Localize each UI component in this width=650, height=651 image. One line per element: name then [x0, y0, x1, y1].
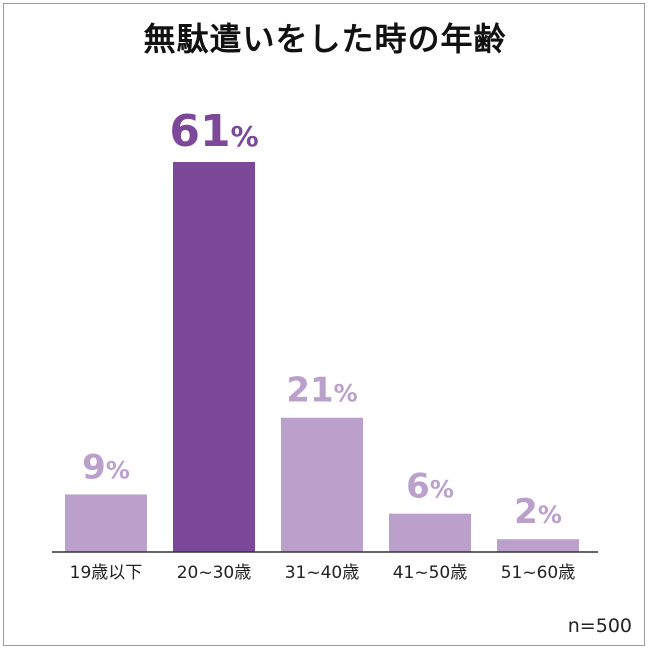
- bar-2: [281, 417, 363, 552]
- bar-4: [497, 539, 579, 552]
- x-tick-label-1: 20~30歳: [177, 563, 252, 583]
- sample-size-note: n=500: [567, 615, 632, 637]
- data-label-2: 21%: [286, 371, 357, 411]
- x-tick-label-4: 51~60歳: [501, 563, 576, 583]
- x-tick-label-2: 31~40歳: [285, 563, 360, 583]
- x-tick-label-0: 19歳以下: [70, 563, 143, 583]
- data-label-4: 2%: [514, 492, 562, 532]
- x-tick-label-3: 41~50歳: [393, 563, 468, 583]
- bar-3: [389, 513, 471, 552]
- bar-0: [65, 494, 147, 552]
- data-label-1: 61%: [169, 106, 258, 157]
- chart-title: 無駄遣いをした時の年齢: [143, 20, 507, 58]
- data-label-0: 9%: [82, 447, 130, 487]
- bar-1: [173, 162, 255, 552]
- data-label-3: 6%: [406, 467, 454, 507]
